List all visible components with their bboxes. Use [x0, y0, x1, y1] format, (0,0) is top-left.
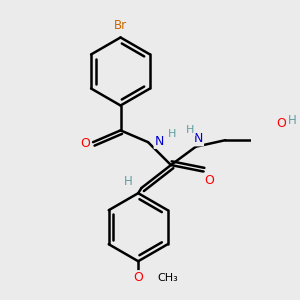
Text: Br: Br [114, 19, 127, 32]
Text: H: H [124, 175, 133, 188]
Text: O: O [133, 271, 143, 284]
Text: H: H [288, 114, 297, 127]
Text: N: N [154, 135, 164, 148]
Text: O: O [204, 174, 214, 187]
Text: N: N [194, 132, 203, 146]
Text: H: H [168, 129, 176, 139]
Text: O: O [80, 137, 90, 150]
Text: H: H [186, 125, 195, 135]
Text: CH₃: CH₃ [158, 273, 178, 283]
Text: O: O [276, 117, 286, 130]
